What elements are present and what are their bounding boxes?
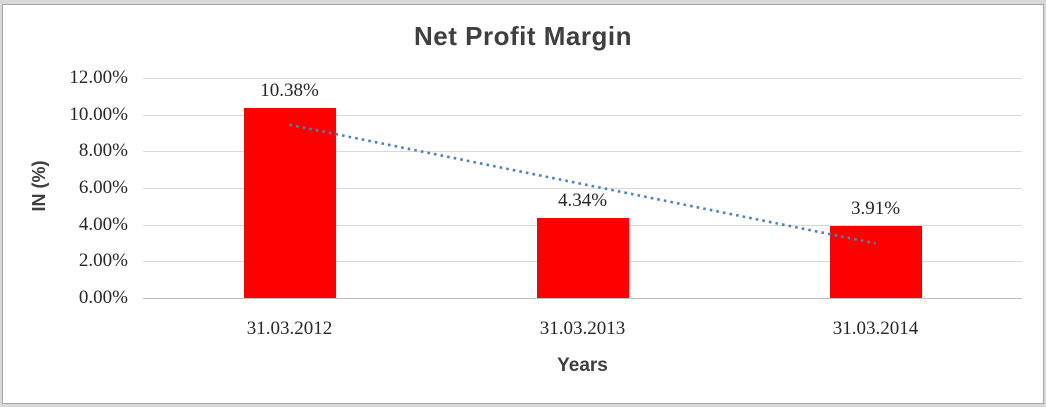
bar xyxy=(536,218,629,298)
bar xyxy=(243,107,336,298)
gridline xyxy=(143,114,1022,116)
x-axis-line xyxy=(143,298,1022,299)
gridline xyxy=(143,78,1022,79)
y-axis-tick-label: 4.00% xyxy=(78,213,128,235)
x-axis-title: Years xyxy=(557,355,608,376)
y-axis-tick-label: 0.00% xyxy=(78,287,128,308)
y-axis-tick-label: 8.00% xyxy=(78,140,128,162)
bar-data-label: 3.91% xyxy=(850,198,901,220)
x-axis-tick-label: 31.03.2012 xyxy=(246,318,333,339)
y-axis-tick-label: 6.00% xyxy=(78,177,128,198)
bar xyxy=(829,226,922,298)
x-axis-tick-label: 31.03.2014 xyxy=(832,318,919,339)
y-axis-tick-label: 2.00% xyxy=(78,250,128,272)
y-axis-tick-label: 12.00% xyxy=(69,67,128,88)
bar-data-label: 4.34% xyxy=(557,190,608,212)
y-axis-tick-label: 10.00% xyxy=(69,103,128,125)
x-axis-tick-label: 31.03.2013 xyxy=(539,318,626,339)
bar-data-label: 10.38% xyxy=(260,79,319,101)
chart-title: Net Profit Margin xyxy=(414,21,632,51)
